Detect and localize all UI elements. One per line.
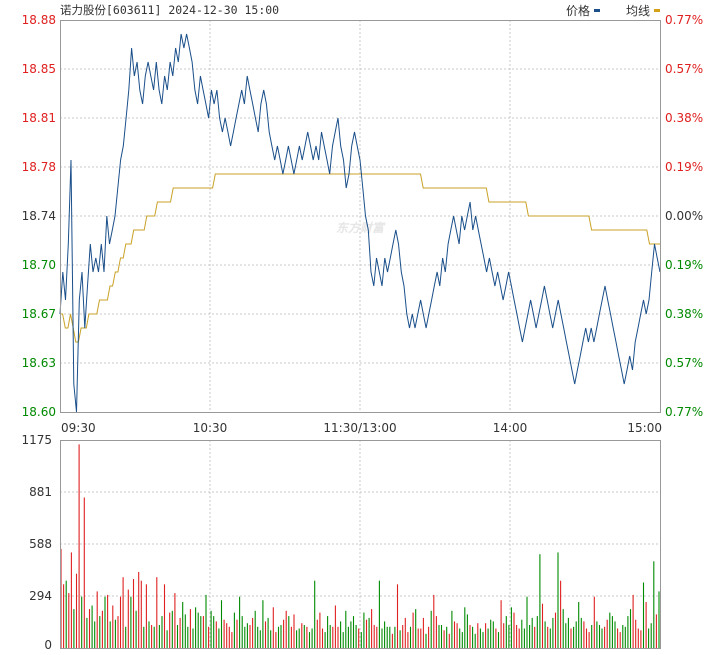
price-tick-label: 18.70: [22, 258, 56, 272]
time-tick-label: 09:30: [61, 421, 96, 435]
change-tick-label: 0.38%: [665, 307, 703, 321]
time-axis: 09:30 10:30 11:30/13:00 14:00 15:00: [61, 421, 662, 435]
chart-legend: 价格 均线: [566, 2, 660, 19]
chart-header-title: 诺力股份[603611] 2024-12-30 15:00: [60, 2, 279, 18]
time-tick-label: 15:00: [627, 421, 662, 435]
price-tick-label: 18.67: [22, 307, 56, 321]
change-tick-label: 0.00%: [665, 209, 703, 223]
legend-avg-swatch: [654, 9, 660, 12]
change-tick-label: 0.77%: [665, 13, 703, 27]
stock-name: 诺力股份: [60, 3, 106, 17]
price-panel-border: [60, 20, 661, 413]
change-tick-label: 0.38%: [665, 111, 703, 125]
volume-series: [60, 444, 660, 648]
volume-tick-label: 588: [29, 537, 52, 551]
price-panel-grid: [60, 20, 660, 412]
legend-price-label: 价格: [565, 4, 590, 18]
legend-price-swatch: [593, 9, 600, 12]
volume-tick-label: 1175: [21, 433, 52, 447]
change-tick-label: 0.19%: [665, 160, 703, 174]
time-tick-label: 10:30: [193, 421, 228, 435]
time-tick-label: 11:30/13:00: [323, 421, 396, 435]
header-datetime: 2024-12-30 15:00: [168, 3, 280, 17]
price-line: [59, 33, 661, 413]
price-series: [59, 33, 661, 413]
volume-panel-border: [60, 440, 661, 649]
time-tick-label: 14:00: [493, 421, 528, 435]
price-tick-label: 18.78: [22, 160, 56, 174]
volume-tick-label: 294: [29, 589, 52, 603]
volume-tick-label: 0: [44, 638, 52, 652]
price-tick-label: 18.63: [22, 356, 56, 370]
stock-code: [603611]: [106, 3, 162, 17]
volume-axis-left: 1175 881 588 294 0: [21, 433, 52, 652]
change-tick-label: 0.19%: [665, 258, 703, 272]
avg-price-series: [60, 173, 660, 343]
avg-price-line: [60, 173, 660, 343]
price-tick-label: 18.81: [22, 111, 56, 125]
change-tick-label: 0.57%: [665, 356, 703, 370]
volume-tick-label: 881: [29, 485, 52, 499]
watermark-logo: 东方财富: [336, 221, 386, 235]
legend-avg-label: 均线: [625, 4, 650, 18]
price-axis-left: 18.88 18.85 18.81 18.78 18.74 18.70 18.67 18.63…: [22, 13, 56, 419]
volume-panel-grid: [60, 440, 660, 648]
change-tick-label: 0.57%: [665, 62, 703, 76]
price-tick-label: 18.60: [22, 405, 56, 419]
change-tick-label: 0.77%: [665, 405, 703, 419]
change-axis-right: 0.77% 0.57% 0.38% 0.19% 0.00% 0.19% 0.38% 0.57%…: [665, 13, 703, 419]
price-tick-label: 18.74: [22, 209, 56, 223]
price-tick-label: 18.88: [22, 13, 56, 27]
price-tick-label: 18.85: [22, 62, 56, 76]
